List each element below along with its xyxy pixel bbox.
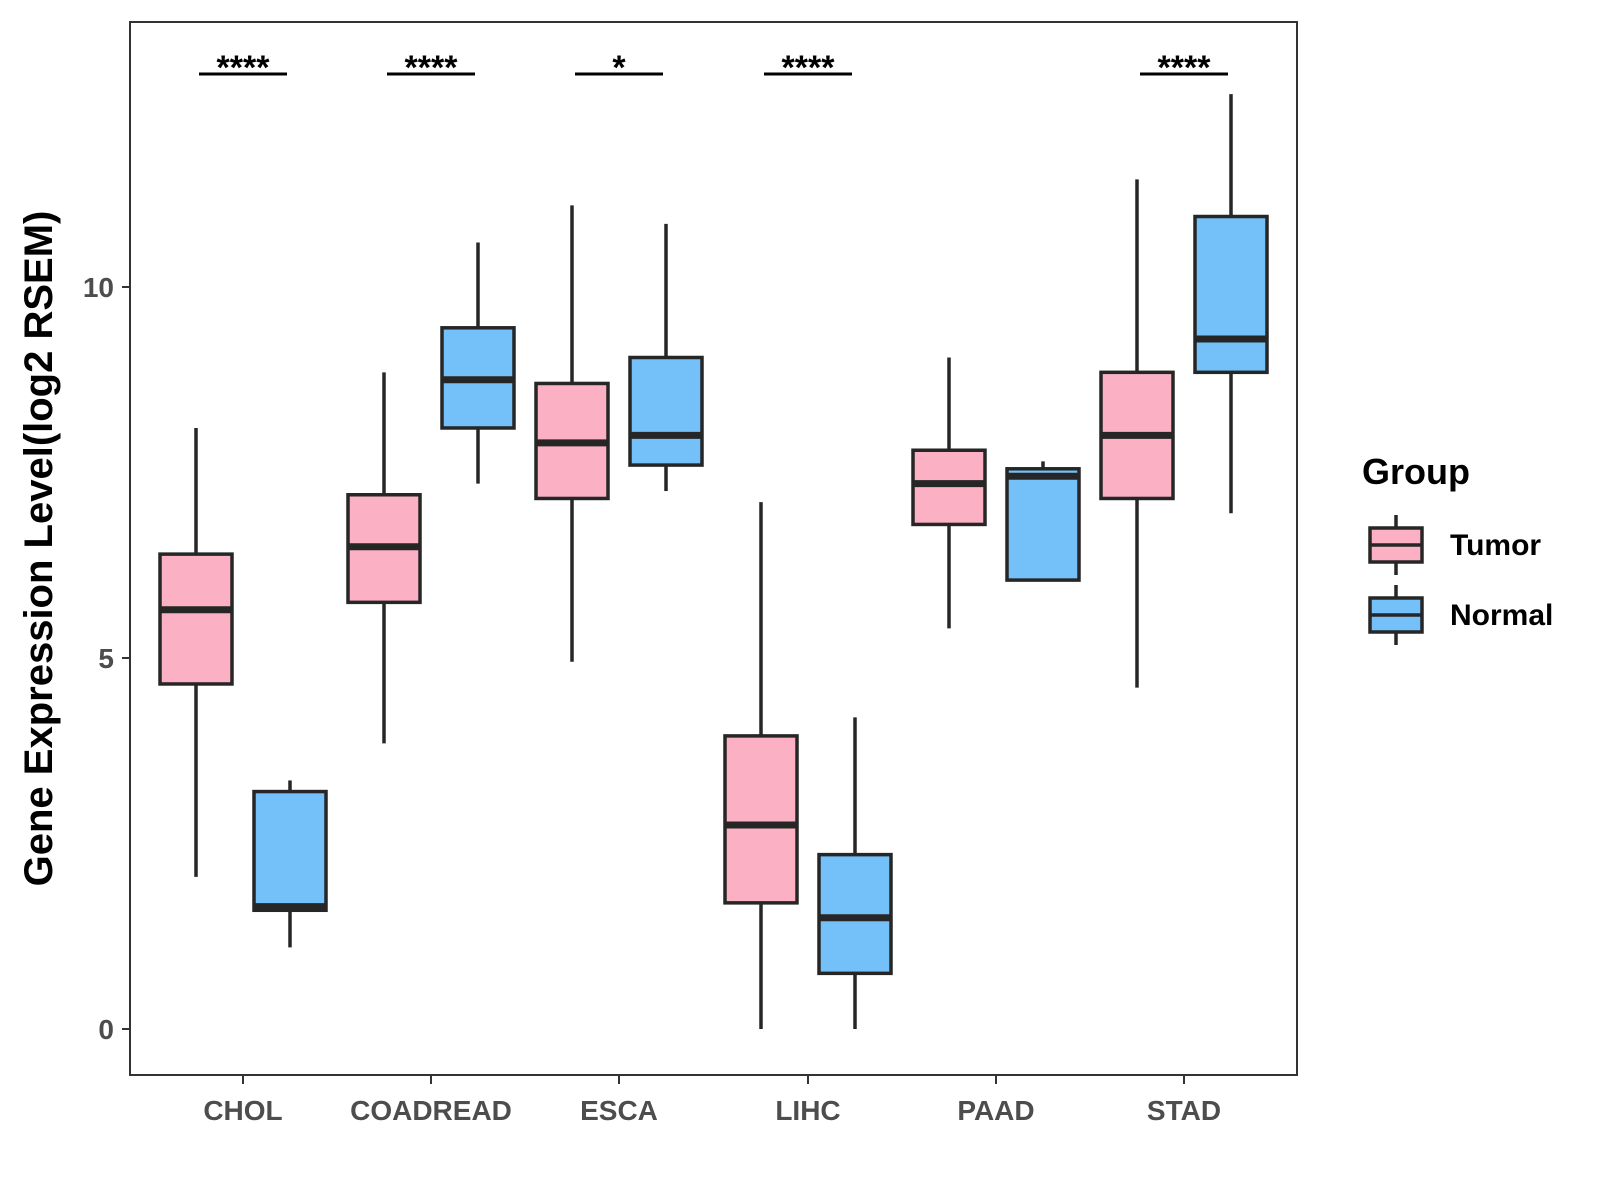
x-tick-label: CHOL [203, 1095, 282, 1126]
significance-label: * [612, 49, 626, 87]
legend-title: Group [1362, 451, 1470, 492]
box-iqr [158, 552, 234, 686]
box-normal-coadread [440, 242, 516, 484]
box-iqr [1193, 214, 1269, 375]
legend: Group Tumor Normal [1362, 451, 1553, 645]
box-normal-chol [252, 780, 328, 948]
box-tumor-esca [534, 205, 610, 662]
x-tick-label: PAAD [957, 1095, 1034, 1126]
box-iqr [628, 355, 704, 467]
significance-lihc: **** [764, 49, 852, 87]
x-tick-label: LIHC [775, 1095, 840, 1126]
legend-item-normal: Normal [1368, 585, 1553, 645]
axis-ticks: 0 5 10 CHOL COADREAD ESCA LIHC PAAD STAD [83, 272, 1221, 1126]
box-tumor-paad [911, 357, 987, 629]
significance-coadread: **** [387, 49, 475, 87]
box-iqr [252, 789, 328, 913]
box-iqr [911, 448, 987, 527]
x-tick-label: COADREAD [350, 1095, 512, 1126]
boxes [158, 94, 1269, 1029]
box-tumor-coadread [346, 372, 422, 744]
significance-stad: **** [1140, 49, 1228, 87]
x-tick-label: ESCA [580, 1095, 658, 1126]
x-tick-label: STAD [1147, 1095, 1221, 1126]
legend-item-tumor: Tumor [1368, 515, 1541, 575]
y-tick-label: 10 [83, 272, 114, 303]
significance-esca: * [575, 49, 663, 87]
box-normal-stad [1193, 94, 1269, 514]
y-tick-label: 5 [98, 643, 114, 674]
significance-chol: **** [199, 49, 287, 87]
significance-label: **** [1158, 49, 1212, 87]
plot-panel [129, 21, 1298, 1076]
box-normal-lihc [817, 717, 893, 1029]
legend-label: Tumor [1450, 529, 1541, 562]
box-normal-esca [628, 223, 704, 492]
box-iqr [723, 734, 799, 905]
legend-label: Normal [1450, 599, 1553, 632]
significance-annotations: **** **** * **** **** [199, 49, 1228, 87]
box-iqr [1005, 467, 1081, 582]
significance-label: **** [782, 49, 836, 87]
box-tumor-chol [158, 427, 234, 877]
y-axis-title: Gene Expression Level(log2 RSEM) [17, 211, 61, 887]
significance-label: **** [217, 49, 271, 87]
box-tumor-lihc [723, 502, 799, 1029]
y-tick-label: 0 [98, 1014, 114, 1045]
box-normal-paad [1005, 461, 1081, 582]
box-iqr [817, 852, 893, 976]
significance-label: **** [405, 49, 459, 87]
box-tumor-stad [1099, 179, 1175, 688]
